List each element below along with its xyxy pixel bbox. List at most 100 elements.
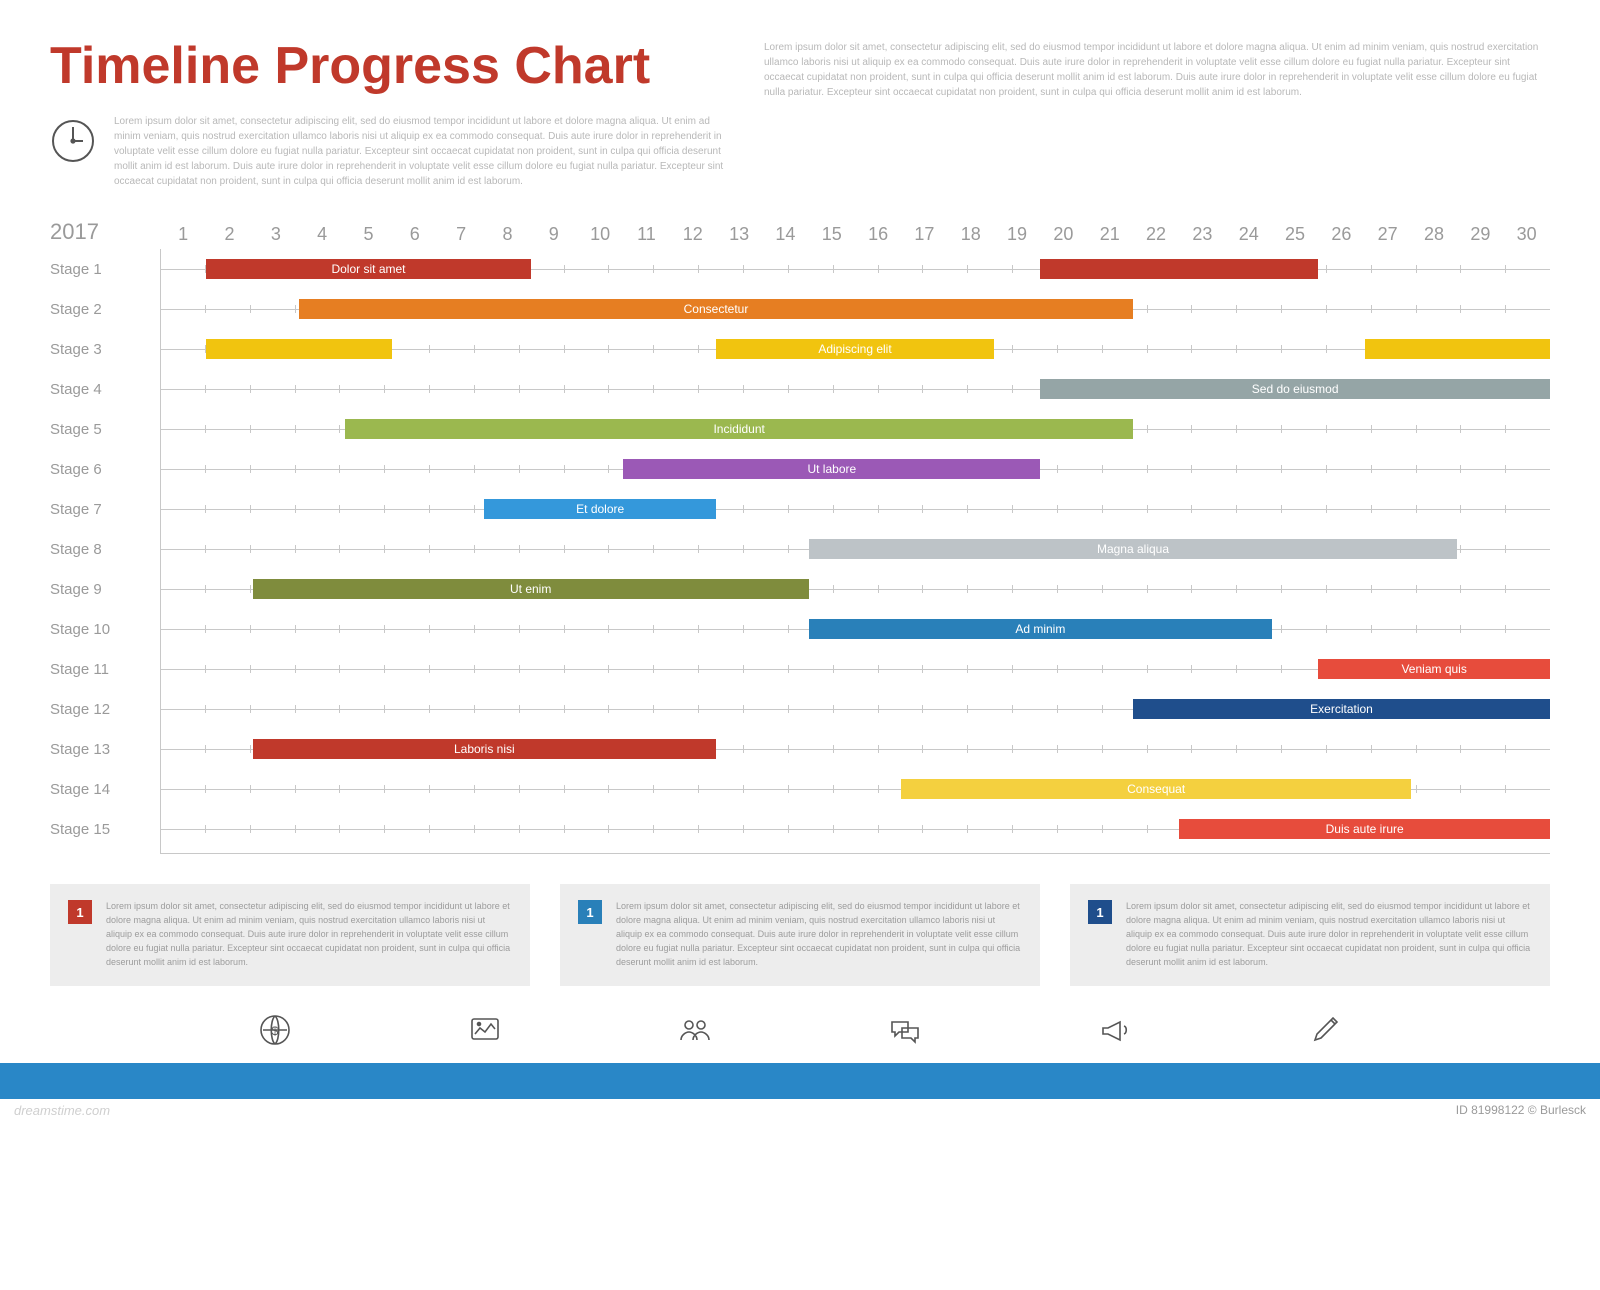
day-number: 5 — [345, 224, 391, 245]
day-number: 18 — [948, 224, 994, 245]
gantt-bar — [1365, 339, 1550, 359]
note-card: 1 Lorem ipsum dolor sit amet, consectetur… — [50, 884, 530, 986]
stage-row: Stage 11 Veniam quis — [50, 649, 1550, 689]
stage-track: Ut labore — [160, 449, 1550, 489]
gantt-chart: 2017 12345678910111213141516171819202122… — [50, 219, 1550, 854]
image-chart-icon — [467, 1012, 503, 1053]
stage-row: Stage 8Magna aliqua — [50, 529, 1550, 569]
stage-track: Exercitation — [160, 689, 1550, 729]
day-number: 7 — [438, 224, 484, 245]
gantt-bar: Veniam quis — [1318, 659, 1550, 679]
gantt-bar: Consectetur — [299, 299, 1133, 319]
day-number: 2 — [206, 224, 252, 245]
day-number: 26 — [1318, 224, 1364, 245]
gantt-bar: Magna aliqua — [809, 539, 1458, 559]
gantt-bar: Ut labore — [623, 459, 1040, 479]
gantt-bar — [206, 339, 391, 359]
day-number: 6 — [392, 224, 438, 245]
stage-row: Stage 14 Consequat — [50, 769, 1550, 809]
svg-text:$: $ — [272, 1024, 279, 1038]
note-text: Lorem ipsum dolor sit amet, consectetur … — [1126, 900, 1532, 970]
day-number: 30 — [1504, 224, 1550, 245]
note-card: 1Lorem ipsum dolor sit amet, consectetur… — [560, 884, 1040, 986]
day-number: 1 — [160, 224, 206, 245]
note-text: Lorem ipsum dolor sit amet, consectetur … — [616, 900, 1022, 970]
gantt-bar: Ad minim — [809, 619, 1272, 639]
clock-icon — [50, 118, 96, 169]
intro-text-right: Lorem ipsum dolor sit amet, consectetur … — [764, 40, 1550, 189]
gantt-bar: Incididunt — [345, 419, 1133, 439]
watermark-left: dreamstime.com — [14, 1103, 110, 1118]
stage-row: Stage 4 Sed do eiusmod — [50, 369, 1550, 409]
stage-label: Stage 7 — [50, 501, 160, 518]
stage-track: Sed do eiusmod — [160, 369, 1550, 409]
stage-row: Stage 7Et dolore — [50, 489, 1550, 529]
stage-row: Stage 2 Consectetur — [50, 289, 1550, 329]
megaphone-icon — [1097, 1012, 1133, 1053]
gantt-bar: Duis aute irure — [1179, 819, 1550, 839]
day-number: 12 — [670, 224, 716, 245]
stage-label: Stage 12 — [50, 701, 160, 718]
dollar-globe-icon: $ — [257, 1012, 293, 1053]
stage-row: Stage 15Duis aute irure — [50, 809, 1550, 849]
day-number: 19 — [994, 224, 1040, 245]
stage-label: Stage 1 — [50, 261, 160, 278]
gantt-bar: Ut enim — [253, 579, 809, 599]
watermark: dreamstime.com ID 81998122 © Burlesck — [0, 1099, 1600, 1122]
gantt-bar: Consequat — [901, 779, 1411, 799]
day-number: 8 — [484, 224, 530, 245]
day-number: 14 — [762, 224, 808, 245]
stage-label: Stage 2 — [50, 301, 160, 318]
gantt-bar: Adipiscing elit — [716, 339, 994, 359]
gantt-bar: Dolor sit amet — [206, 259, 530, 279]
day-number: 22 — [1133, 224, 1179, 245]
intro-text-left: Lorem ipsum dolor sit amet, consectetur … — [114, 114, 734, 189]
day-number: 20 — [1040, 224, 1086, 245]
gantt-bar: Exercitation — [1133, 699, 1550, 719]
icon-row: $ — [50, 1012, 1550, 1053]
footer-bar — [0, 1063, 1600, 1099]
day-header-row: 1234567891011121314151617181920212223242… — [160, 219, 1550, 249]
stage-row: Stage 3 Adipiscing elit — [50, 329, 1550, 369]
day-number: 21 — [1087, 224, 1133, 245]
day-number: 24 — [1226, 224, 1272, 245]
stage-track: Adipiscing elit — [160, 329, 1550, 369]
stage-track: Magna aliqua — [160, 529, 1550, 569]
day-number: 10 — [577, 224, 623, 245]
note-text: Lorem ipsum dolor sit amet, consectetur … — [106, 900, 512, 970]
stage-track: Laboris nisi — [160, 729, 1550, 769]
stage-label: Stage 10 — [50, 621, 160, 638]
header: Timeline Progress Chart Lorem ipsum dolo… — [50, 40, 1550, 189]
stage-row: Stage 12 Exercitation — [50, 689, 1550, 729]
day-number: 9 — [531, 224, 577, 245]
stage-label: Stage 11 — [50, 661, 160, 678]
stage-row: Stage 9 Ut enim — [50, 569, 1550, 609]
stage-track: Dolor sit amet — [160, 249, 1550, 289]
horizontal-axis — [160, 853, 1550, 854]
footnotes-row: 1 Lorem ipsum dolor sit amet, consectetur… — [50, 884, 1550, 986]
watermark-right: ID 81998122 © Burlesck — [1456, 1103, 1586, 1117]
stage-track: Consequat — [160, 769, 1550, 809]
day-number: 23 — [1179, 224, 1225, 245]
stage-track: Ad minim — [160, 609, 1550, 649]
stage-track: Et dolore — [160, 489, 1550, 529]
note-badge: 1 — [68, 900, 92, 924]
stage-label: Stage 14 — [50, 781, 160, 798]
page-title: Timeline Progress Chart — [50, 40, 734, 92]
chat-bubbles-icon — [887, 1012, 923, 1053]
stage-row: Stage 13Laboris nisi — [50, 729, 1550, 769]
stage-row: Stage 5 Incididunt — [50, 409, 1550, 449]
stage-label: Stage 6 — [50, 461, 160, 478]
day-number: 29 — [1457, 224, 1503, 245]
day-number: 25 — [1272, 224, 1318, 245]
stage-label: Stage 4 — [50, 381, 160, 398]
stage-label: Stage 3 — [50, 341, 160, 358]
stage-track: Incididunt — [160, 409, 1550, 449]
stage-label: Stage 5 — [50, 421, 160, 438]
gantt-bar: Sed do eiusmod — [1040, 379, 1550, 399]
people-icon — [677, 1012, 713, 1053]
day-number: 17 — [901, 224, 947, 245]
stage-track: Consectetur — [160, 289, 1550, 329]
stage-row: Stage 10 Ad minim — [50, 609, 1550, 649]
stage-label: Stage 9 — [50, 581, 160, 598]
